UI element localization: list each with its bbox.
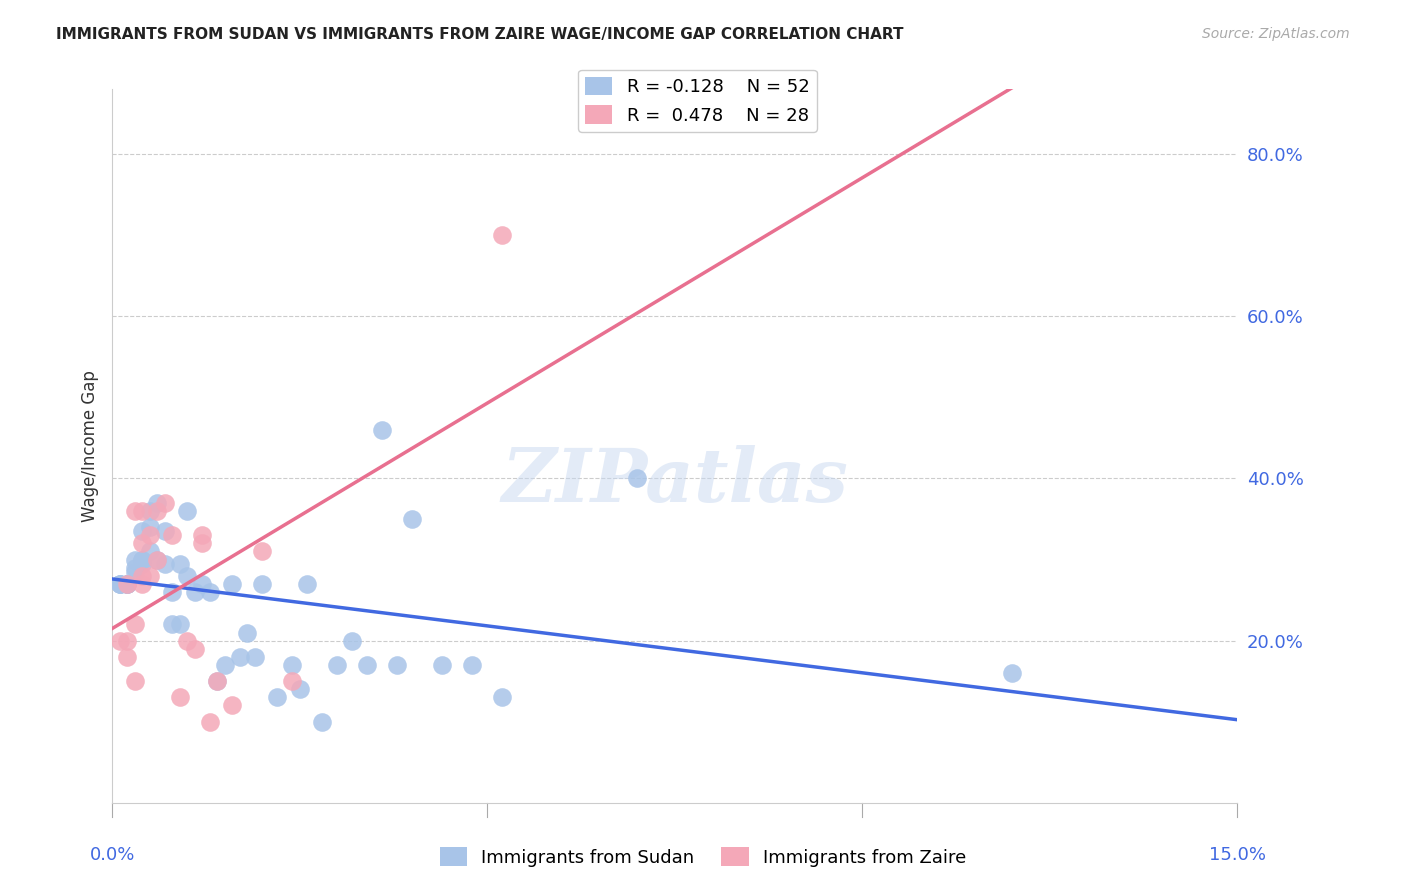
Point [326, 657, 349, 672]
Point [139, 528, 162, 542]
Point [124, 674, 146, 689]
Point [184, 641, 207, 656]
Point [221, 698, 243, 713]
Point [401, 512, 423, 526]
Y-axis label: Wage/Income Gap: Wage/Income Gap [80, 370, 98, 522]
Point [176, 633, 198, 648]
Point [108, 633, 131, 648]
Point [108, 577, 131, 591]
Point [356, 657, 378, 672]
Point [311, 714, 333, 729]
Point [124, 560, 146, 574]
Point [117, 633, 139, 648]
Text: 0.0%: 0.0% [90, 846, 135, 863]
Point [236, 625, 259, 640]
Point [131, 552, 153, 566]
Point [288, 682, 311, 697]
Point [297, 577, 319, 591]
Text: IMMIGRANTS FROM SUDAN VS IMMIGRANTS FROM ZAIRE WAGE/INCOME GAP CORRELATION CHART: IMMIGRANTS FROM SUDAN VS IMMIGRANTS FROM… [56, 27, 904, 42]
Point [169, 557, 191, 571]
Point [221, 577, 243, 591]
Point [131, 552, 153, 566]
Point [198, 585, 221, 599]
Point [176, 568, 198, 582]
Point [153, 557, 176, 571]
Point [117, 577, 139, 591]
Point [124, 552, 146, 566]
Point [198, 714, 221, 729]
Point [432, 657, 454, 672]
Point [131, 577, 153, 591]
Point [461, 657, 484, 672]
Point [491, 228, 513, 243]
Point [131, 536, 153, 550]
Point [131, 524, 153, 538]
Point [371, 423, 394, 437]
Point [162, 528, 184, 542]
Legend: Immigrants from Sudan, Immigrants from Zaire: Immigrants from Sudan, Immigrants from Z… [433, 840, 973, 874]
Point [169, 690, 191, 705]
Point [124, 504, 146, 518]
Point [124, 565, 146, 579]
Point [342, 633, 364, 648]
Text: ZIPatlas: ZIPatlas [502, 445, 848, 518]
Point [153, 524, 176, 538]
Point [243, 649, 266, 664]
Point [626, 471, 648, 485]
Point [146, 552, 169, 566]
Point [169, 617, 191, 632]
Point [281, 657, 304, 672]
Point [387, 657, 409, 672]
Point [162, 617, 184, 632]
Point [191, 577, 214, 591]
Point [139, 504, 162, 518]
Point [131, 504, 153, 518]
Point [146, 496, 169, 510]
Point [139, 520, 162, 534]
Point [207, 674, 229, 689]
Point [252, 544, 274, 558]
Point [117, 577, 139, 591]
Point [266, 690, 288, 705]
Point [176, 504, 198, 518]
Point [191, 536, 214, 550]
Point [1001, 666, 1024, 681]
Point [139, 544, 162, 558]
Point [124, 617, 146, 632]
Point [184, 585, 207, 599]
Point [252, 577, 274, 591]
Point [108, 577, 131, 591]
Point [146, 504, 169, 518]
Point [117, 577, 139, 591]
Point [491, 690, 513, 705]
Legend: R = -0.128    N = 52, R =  0.478    N = 28: R = -0.128 N = 52, R = 0.478 N = 28 [578, 70, 817, 132]
Text: 15.0%: 15.0% [1209, 846, 1265, 863]
Point [139, 568, 162, 582]
Point [108, 577, 131, 591]
Point [146, 552, 169, 566]
Point [191, 528, 214, 542]
Point [117, 577, 139, 591]
Point [131, 557, 153, 571]
Text: Source: ZipAtlas.com: Source: ZipAtlas.com [1202, 27, 1350, 41]
Point [153, 496, 176, 510]
Point [229, 649, 252, 664]
Point [207, 674, 229, 689]
Point [214, 657, 236, 672]
Point [281, 674, 304, 689]
Point [131, 568, 153, 582]
Point [162, 585, 184, 599]
Point [117, 649, 139, 664]
